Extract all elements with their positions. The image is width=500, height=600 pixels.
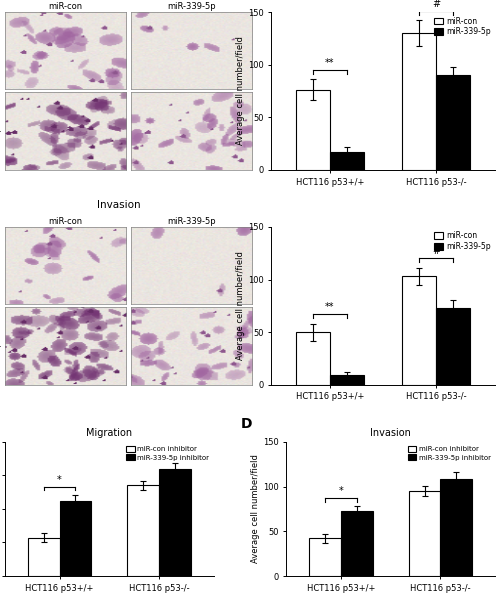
Title: miR-339-5p: miR-339-5p — [168, 2, 216, 11]
Text: **: ** — [325, 58, 334, 68]
Y-axis label: HCT116 p53+/+: HCT116 p53+/+ — [0, 261, 1, 270]
Bar — [330, 376, 364, 385]
Y-axis label: HCT116 p53-/-: HCT116 p53-/- — [0, 341, 1, 350]
Legend: miR-con, miR-339-5p: miR-con, miR-339-5p — [433, 231, 491, 252]
Text: Invasion: Invasion — [97, 200, 141, 210]
Bar — [310, 538, 341, 576]
Bar — [436, 75, 470, 170]
Text: #: # — [432, 246, 440, 256]
Bar — [440, 479, 472, 576]
Legend: miR-con inhibitor, miR-339-5p inhibitor: miR-con inhibitor, miR-339-5p inhibitor — [407, 445, 492, 461]
Bar — [296, 332, 330, 385]
Bar — [408, 491, 440, 576]
Y-axis label: HCT116 p53-/-: HCT116 p53-/- — [0, 127, 1, 136]
Text: *: * — [57, 475, 62, 485]
Title: miR-con: miR-con — [48, 2, 82, 11]
Title: miR-339-5p: miR-339-5p — [168, 217, 216, 226]
Y-axis label: Average cell number/field: Average cell number/field — [252, 454, 260, 563]
Text: D: D — [240, 417, 252, 431]
Bar — [296, 90, 330, 170]
Text: **: ** — [325, 302, 334, 312]
Bar — [341, 511, 373, 576]
Title: Migration: Migration — [86, 428, 132, 438]
Text: *: * — [338, 486, 344, 496]
Title: Invasion: Invasion — [370, 428, 411, 438]
Legend: miR-con, miR-339-5p: miR-con, miR-339-5p — [433, 16, 491, 37]
Bar — [60, 501, 92, 576]
Bar — [436, 308, 470, 385]
Bar — [402, 277, 436, 385]
Bar — [402, 33, 436, 170]
Y-axis label: HCT116 p53+/+: HCT116 p53+/+ — [0, 46, 1, 55]
Title: miR-con: miR-con — [48, 217, 82, 226]
Bar — [28, 538, 60, 576]
Y-axis label: Average cell number/field: Average cell number/field — [236, 37, 245, 145]
Bar — [330, 152, 364, 170]
Bar — [159, 469, 190, 576]
Y-axis label: Average cell number/field: Average cell number/field — [236, 251, 245, 360]
Legend: miR-con inhibitor, miR-339-5p inhibitor: miR-con inhibitor, miR-339-5p inhibitor — [126, 445, 210, 461]
Bar — [127, 485, 159, 576]
Text: #: # — [432, 0, 440, 8]
